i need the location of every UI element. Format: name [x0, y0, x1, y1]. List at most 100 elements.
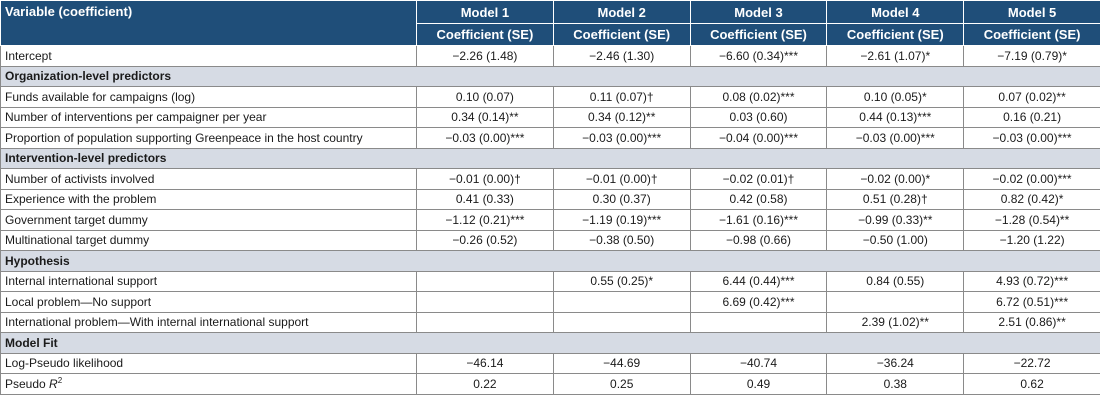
coefficient-cell-model-1	[416, 291, 554, 313]
coefficient-cell-model-3: −6.60 (0.34)***	[689, 45, 828, 67]
variable-label: Funds available for campaigns (log)	[5, 89, 196, 104]
coefficient-cell-model-5: −7.19 (0.79)*	[963, 45, 1100, 67]
table-row: Intercept −2.26 (1.48) −2.46 (1.30) −6.60 (…	[0, 45, 1100, 67]
coefficient-cell-model-4	[826, 291, 965, 313]
table-header: Variable (coefficient) Model 1 Model 2 M…	[0, 0, 1100, 46]
coefficient-cell-model-5: −0.03 (0.00)***	[963, 127, 1100, 149]
coefficient-cell-model-2: 0.11 (0.07)†	[552, 86, 691, 108]
coefficient-cell-model-2: 0.25	[552, 373, 691, 395]
variable-label: Number of interventions per campaigner p…	[5, 110, 267, 125]
coefficient-cell-model-1: −0.26 (0.52)	[416, 229, 554, 251]
table-row: Local problem—No support 6.69 (0.42)*** 6.…	[0, 291, 1100, 313]
coefficient-cell-model-3: 6.44 (0.44)***	[689, 270, 828, 292]
section-title: Organization-level predictors	[0, 65, 1100, 87]
coefficient-se-header: Coefficient (SE)	[689, 23, 828, 46]
coefficient-cell-model-5: −22.72	[963, 352, 1100, 374]
variable-label-cell: Government target dummy	[0, 209, 417, 231]
table-row: Number of activists involved −0.01 (0.00)…	[0, 168, 1100, 190]
table-row: Pseudo R2 0.22 0.25 0.49 0.38 0.62	[0, 373, 1100, 395]
section-header-row: Hypothesis	[0, 250, 1100, 272]
coefficient-cell-model-3: −0.98 (0.66)	[689, 229, 828, 251]
variable-label-cell: Experience with the problem	[0, 188, 417, 210]
table-row: Multinational target dummy −0.26 (0.52) −0…	[0, 229, 1100, 251]
table-row: Government target dummy −1.12 (0.21)*** −1…	[0, 209, 1100, 231]
coefficient-cell-model-1: −2.26 (1.48)	[416, 45, 554, 67]
coefficient-cell-model-5: −0.02 (0.00)***	[963, 168, 1100, 190]
coefficient-cell-model-3: 0.42 (0.58)	[689, 188, 828, 210]
coefficient-cell-model-1: 0.34 (0.14)**	[416, 106, 554, 128]
coefficient-cell-model-3: −40.74	[689, 352, 828, 374]
section-title: Model Fit	[0, 332, 1100, 354]
coefficient-cell-model-3: −0.04 (0.00)***	[689, 127, 828, 149]
coefficient-cell-model-2: 0.55 (0.25)*	[552, 270, 691, 292]
regression-table: Variable (coefficient) Model 1 Model 2 M…	[0, 0, 1100, 395]
coefficient-cell-model-5: 0.62	[963, 373, 1100, 395]
variable-label-cell: Number of interventions per campaigner p…	[0, 106, 417, 128]
variable-label: Local problem—No support	[5, 294, 152, 309]
table-body: Intercept −2.26 (1.48) −2.46 (1.30) −6.60 (…	[0, 45, 1100, 395]
variable-label: Log-Pseudo likelihood	[5, 356, 124, 371]
table-row: Number of interventions per campaigner p…	[0, 106, 1100, 128]
variable-label: Pseudo	[5, 377, 46, 392]
variable-label: Government target dummy	[5, 212, 148, 227]
model-3-header: Model 3	[689, 0, 828, 24]
variable-label-cell: Local problem—No support	[0, 291, 417, 313]
variable-label-cell: Funds available for campaigns (log)	[0, 86, 417, 108]
coefficient-cell-model-3: 0.03 (0.60)	[689, 106, 828, 128]
variable-label-cell: Internal international support	[0, 270, 417, 292]
coefficient-cell-model-3	[689, 311, 828, 333]
coefficient-cell-model-2: 0.34 (0.12)**	[552, 106, 691, 128]
coefficient-cell-model-1: −0.03 (0.00)***	[416, 127, 554, 149]
coefficient-cell-model-5: 0.07 (0.02)**	[963, 86, 1100, 108]
coefficient-cell-model-5: −1.28 (0.54)**	[963, 209, 1100, 231]
coefficient-cell-model-1: −1.12 (0.21)***	[416, 209, 554, 231]
model-1-header: Model 1	[416, 0, 554, 24]
model-5-header: Model 5	[963, 0, 1100, 24]
section-header-row: Model Fit	[0, 332, 1100, 354]
coefficient-cell-model-2: −44.69	[552, 352, 691, 374]
variable-label-cell: Multinational target dummy	[0, 229, 417, 251]
coefficient-cell-model-1: 0.10 (0.07)	[416, 86, 554, 108]
coefficient-cell-model-5: 0.82 (0.42)*	[963, 188, 1100, 210]
model-4-header: Model 4	[826, 0, 965, 24]
coefficient-cell-model-1: 0.41 (0.33)	[416, 188, 554, 210]
table-row: Funds available for campaigns (log) 0.10 …	[0, 86, 1100, 108]
variable-label-cell: Intercept	[0, 45, 417, 67]
model-2-header: Model 2	[552, 0, 691, 24]
coefficient-cell-model-3: 0.08 (0.02)***	[689, 86, 828, 108]
coefficient-se-header: Coefficient (SE)	[826, 23, 965, 46]
coefficient-cell-model-3: −0.02 (0.01)†	[689, 168, 828, 190]
table-row: International problem—With internal inte…	[0, 311, 1100, 333]
variable-label-cell: Number of activists involved	[0, 168, 417, 190]
coefficient-se-header: Coefficient (SE)	[552, 23, 691, 46]
variable-label: Proportion of population supporting Gree…	[5, 130, 363, 145]
coefficient-cell-model-4: 0.44 (0.13)***	[826, 106, 965, 128]
coefficient-cell-model-4: 0.38	[826, 373, 965, 395]
coefficient-cell-model-5: −1.20 (1.22)	[963, 229, 1100, 251]
coefficient-cell-model-5: 6.72 (0.51)***	[963, 291, 1100, 313]
variable-label-cell: Log-Pseudo likelihood	[0, 352, 417, 374]
coefficient-cell-model-4: 0.51 (0.28)†	[826, 188, 965, 210]
coefficient-cell-model-1	[416, 270, 554, 292]
variable-label: Number of activists involved	[5, 171, 155, 186]
coefficient-cell-model-4: −0.50 (1.00)	[826, 229, 965, 251]
coefficient-cell-model-3: 6.69 (0.42)***	[689, 291, 828, 313]
coefficient-cell-model-4: −0.99 (0.33)**	[826, 209, 965, 231]
coefficient-cell-model-1: −0.01 (0.00)†	[416, 168, 554, 190]
header-row-models: Variable (coefficient) Model 1 Model 2 M…	[0, 0, 1100, 46]
variable-label-cell: Proportion of population supporting Gree…	[0, 127, 417, 149]
coefficient-cell-model-5: 4.93 (0.72)***	[963, 270, 1100, 292]
variable-label: Internal international support	[5, 274, 158, 289]
coefficient-cell-model-5: 0.16 (0.21)	[963, 106, 1100, 128]
coefficient-cell-model-1: 0.22	[416, 373, 554, 395]
coefficient-cell-model-4: 0.84 (0.55)	[826, 270, 965, 292]
coefficient-cell-model-4: 0.10 (0.05)*	[826, 86, 965, 108]
table-row: Internal international support 0.55 (0.25…	[0, 270, 1100, 292]
coefficient-cell-model-2	[552, 311, 691, 333]
section-header-row: Organization-level predictors	[0, 65, 1100, 87]
coefficient-cell-model-4: −0.03 (0.00)***	[826, 127, 965, 149]
header-row-subheaders: Coefficient (SE) Coefficient (SE) Coeffi…	[1, 23, 1100, 46]
coefficient-cell-model-2: −1.19 (0.19)***	[552, 209, 691, 231]
coefficient-cell-model-3: −1.61 (0.16)***	[689, 209, 828, 231]
table-row: Log-Pseudo likelihood −46.14 −44.69 −40.74−…	[0, 352, 1100, 374]
